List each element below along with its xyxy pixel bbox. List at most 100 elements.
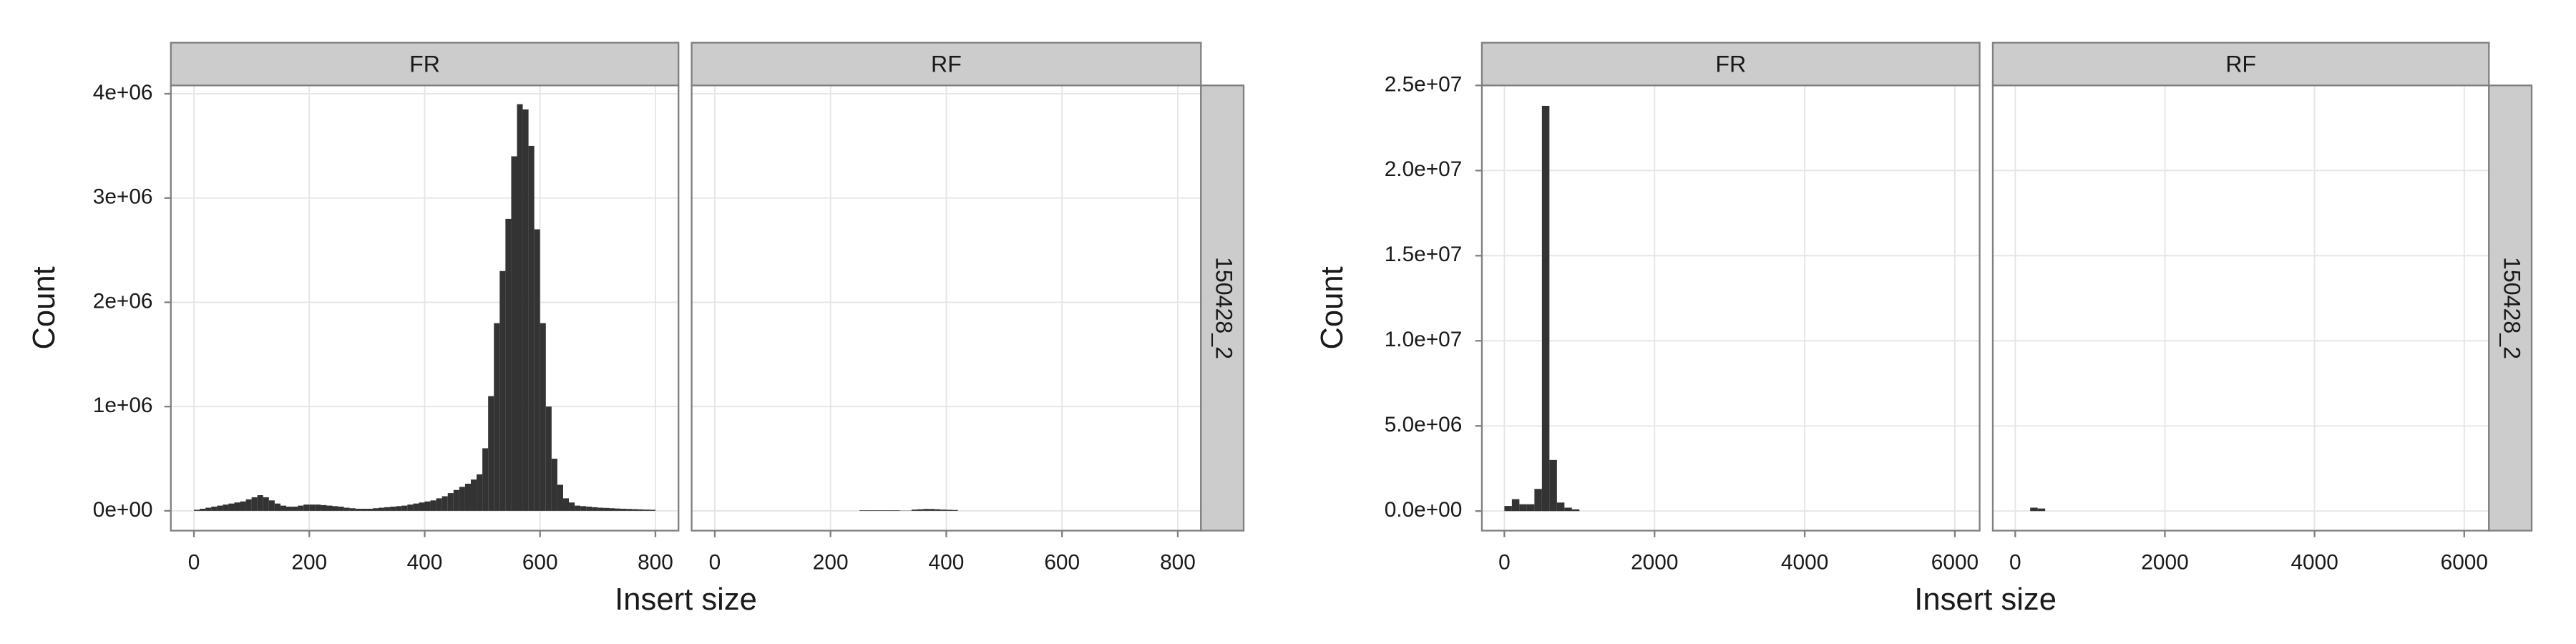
histogram-bar (453, 489, 459, 511)
x-axis-title: Insert size (615, 582, 757, 617)
histogram-bar (355, 508, 361, 511)
histogram-bar (366, 508, 373, 511)
histogram-bar (263, 497, 269, 511)
facet-strip (1480, 42, 1981, 87)
histogram-bar (505, 218, 512, 511)
y-tick-label: 4e+06 (93, 81, 153, 104)
histogram-bar (303, 504, 310, 511)
y-axis-title: Count (1315, 266, 1350, 349)
y-tick-label: 0.0e+00 (1385, 498, 1463, 522)
histogram-bar (326, 505, 333, 511)
histogram-bar (522, 109, 529, 511)
histogram-bar (626, 509, 633, 511)
row-strip-label: 150428_2 (1211, 257, 1237, 359)
histogram-bar (545, 406, 552, 511)
x-tick-label: 0 (709, 550, 721, 574)
histogram-bar (877, 510, 883, 511)
histogram-bar (2037, 508, 2046, 512)
histogram-bar (609, 508, 615, 511)
histogram-bar (436, 498, 442, 511)
histogram-bar (401, 505, 408, 511)
histogram-bar (292, 507, 298, 511)
y-tick-label: 5.0e+06 (1385, 413, 1463, 436)
x-tick-label: 800 (1160, 550, 1196, 574)
histogram-bar (1519, 504, 1527, 512)
histogram-bar (615, 508, 621, 511)
x-tick-label: 0 (2009, 550, 2021, 574)
histogram-bar (332, 506, 338, 511)
facet-strip-label: RF (2225, 51, 2256, 77)
histogram-bar (603, 507, 610, 511)
y-tick-label: 2.5e+07 (1385, 72, 1463, 96)
panel-background (1481, 85, 1980, 531)
facet-strip (170, 42, 680, 87)
histogram-bar (268, 500, 275, 511)
histogram-bar (940, 509, 947, 511)
x-tick-label: 6000 (2441, 550, 2488, 574)
histogram-bar (464, 484, 471, 511)
histogram-bar (586, 507, 592, 511)
histogram-bar (859, 510, 866, 511)
histogram-bar (430, 500, 436, 511)
histogram-bar (499, 270, 506, 511)
x-axis-title: Insert size (1914, 582, 2057, 617)
histogram-bar (205, 507, 212, 511)
histogram-bar (470, 479, 477, 511)
histogram-bar (228, 503, 235, 511)
histogram-bar (638, 509, 644, 511)
histogram-bar (419, 502, 425, 511)
histogram-bar (413, 503, 419, 511)
histogram-bar (1534, 489, 1542, 512)
histogram-bar (441, 496, 448, 511)
histogram-bar (929, 509, 935, 511)
histogram-bar (575, 505, 581, 511)
histogram-bar (494, 323, 500, 511)
histogram-bar (379, 507, 385, 511)
histogram-bar (240, 501, 246, 511)
panel-background (1992, 85, 2489, 531)
histogram-bar (223, 504, 229, 511)
histogram-bar (580, 506, 587, 511)
x-tick-label: 0 (1498, 550, 1511, 574)
histogram-bar (557, 484, 563, 511)
histogram-bar (528, 145, 535, 511)
histogram-bar (1541, 105, 1550, 512)
histogram-bar (488, 396, 494, 511)
histogram-bar (946, 509, 952, 511)
x-tick-label: 0 (188, 550, 200, 574)
histogram-bar (447, 493, 454, 511)
histogram-bar (424, 501, 431, 511)
x-tick-label: 400 (929, 550, 965, 574)
y-tick-label: 3e+06 (93, 185, 153, 209)
histogram-bar (280, 505, 287, 511)
histogram-bar (882, 510, 889, 511)
x-tick-label: 200 (813, 550, 849, 574)
y-axis-title: Count (27, 266, 62, 349)
histogram-bar (251, 497, 258, 511)
histogram-bar (343, 507, 350, 511)
histogram-bar (871, 510, 877, 511)
histogram-bar (200, 508, 206, 511)
y-tick-label: 1e+06 (93, 394, 153, 417)
histogram-bar (632, 509, 638, 511)
x-tick-label: 4000 (1781, 550, 1828, 574)
x-tick-label: 2000 (1631, 550, 1678, 574)
histogram-bar (286, 507, 293, 511)
facet-strip (1991, 42, 2490, 87)
histogram-bar (459, 487, 465, 511)
histogram-bar (321, 504, 327, 511)
histogram-bar (1526, 504, 1535, 512)
facet-strip-label: FR (409, 51, 440, 77)
histogram-bar (540, 323, 546, 511)
histogram-bar (245, 499, 252, 511)
histogram-bar (315, 504, 321, 511)
histogram-bar (551, 459, 557, 511)
histogram-bar (569, 502, 575, 511)
histogram-bar (361, 508, 367, 511)
facet-strip (691, 42, 1202, 87)
histogram-bar (649, 509, 655, 511)
histogram-bar (894, 510, 900, 511)
histogram-bar (217, 505, 223, 511)
histogram-bar (390, 507, 396, 511)
